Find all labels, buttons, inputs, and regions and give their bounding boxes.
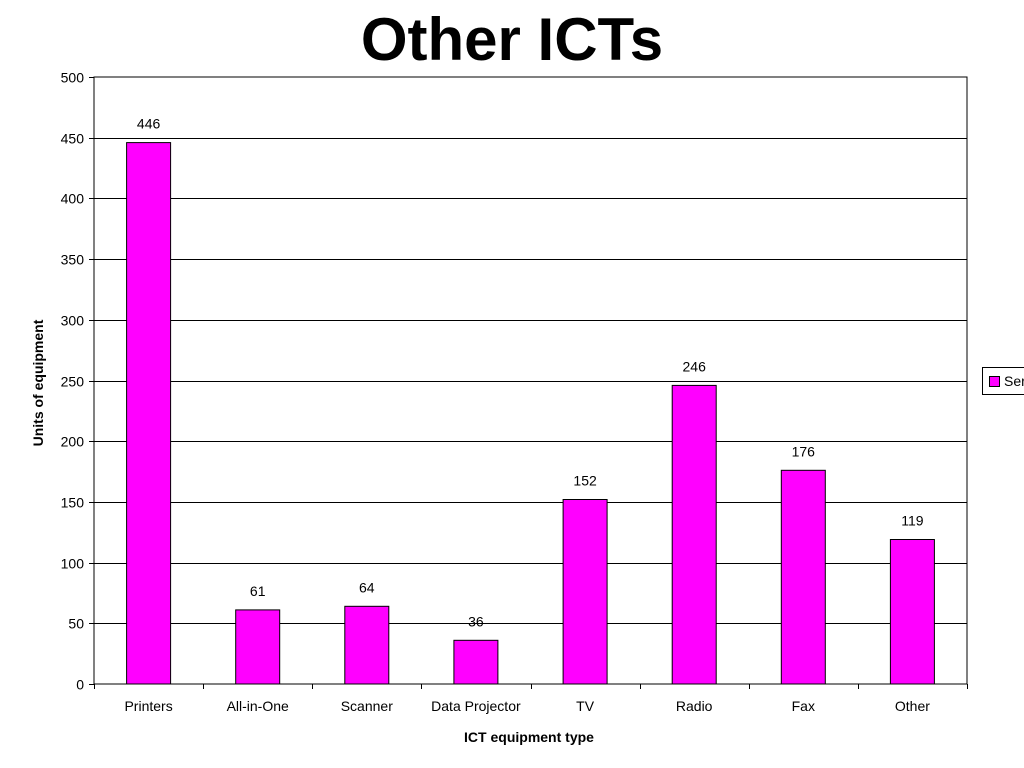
x-axis-title: ICT equipment type xyxy=(464,729,594,745)
plot-area xyxy=(93,76,968,685)
y-tick-label: 500 xyxy=(61,70,85,86)
y-tick-label: 350 xyxy=(61,252,85,268)
bar-other xyxy=(889,539,935,685)
y-axis-title: Units of equipment xyxy=(30,319,46,446)
y-tick-label: 400 xyxy=(61,191,85,207)
bar-radio xyxy=(671,384,717,685)
y-tick-label: 0 xyxy=(76,677,84,693)
x-tick-label: Other xyxy=(895,698,930,714)
bar-scanner xyxy=(344,605,390,685)
labels: 0 50 100 150 200 250 300 350 400 450 500 446 Printer… xyxy=(61,70,931,715)
data-label: 246 xyxy=(683,358,707,374)
bar-tv xyxy=(562,499,608,685)
y-tick-label: 450 xyxy=(61,131,85,147)
y-tick-label: 250 xyxy=(61,374,85,390)
data-label: 61 xyxy=(250,583,266,599)
y-tick-label: 100 xyxy=(61,556,85,572)
y-tick-label: 50 xyxy=(68,616,84,632)
y-tick-label: 150 xyxy=(61,495,85,511)
x-tick-label: All-in-One xyxy=(227,698,289,714)
y-tick-label: 300 xyxy=(61,313,85,329)
data-label: 64 xyxy=(359,579,375,595)
x-tick-label: Printers xyxy=(124,698,172,714)
x-tick-label: TV xyxy=(576,698,595,714)
y-tick-label: 200 xyxy=(61,434,85,450)
legend: Series1 xyxy=(982,367,1024,395)
gridlines xyxy=(93,76,968,685)
chart-title: Other ICTs xyxy=(360,6,664,73)
bar-fax xyxy=(780,469,826,685)
axes xyxy=(89,77,968,689)
legend-label: Series1 xyxy=(1004,373,1024,389)
bar-all-in-one xyxy=(235,609,281,685)
data-label: 446 xyxy=(137,116,161,132)
x-tick-label: Data Projector xyxy=(431,698,521,714)
data-label: 176 xyxy=(792,443,816,459)
data-label: 152 xyxy=(573,473,597,489)
legend-swatch xyxy=(989,375,1000,387)
bar-data-projector xyxy=(453,639,499,685)
x-tick-label: Fax xyxy=(792,698,815,714)
x-tick-label: Radio xyxy=(676,698,713,714)
x-tick-label: Scanner xyxy=(341,698,393,714)
bar-printers xyxy=(126,142,172,685)
data-label: 119 xyxy=(901,513,924,529)
bars xyxy=(126,142,935,685)
data-label: 36 xyxy=(468,613,484,629)
